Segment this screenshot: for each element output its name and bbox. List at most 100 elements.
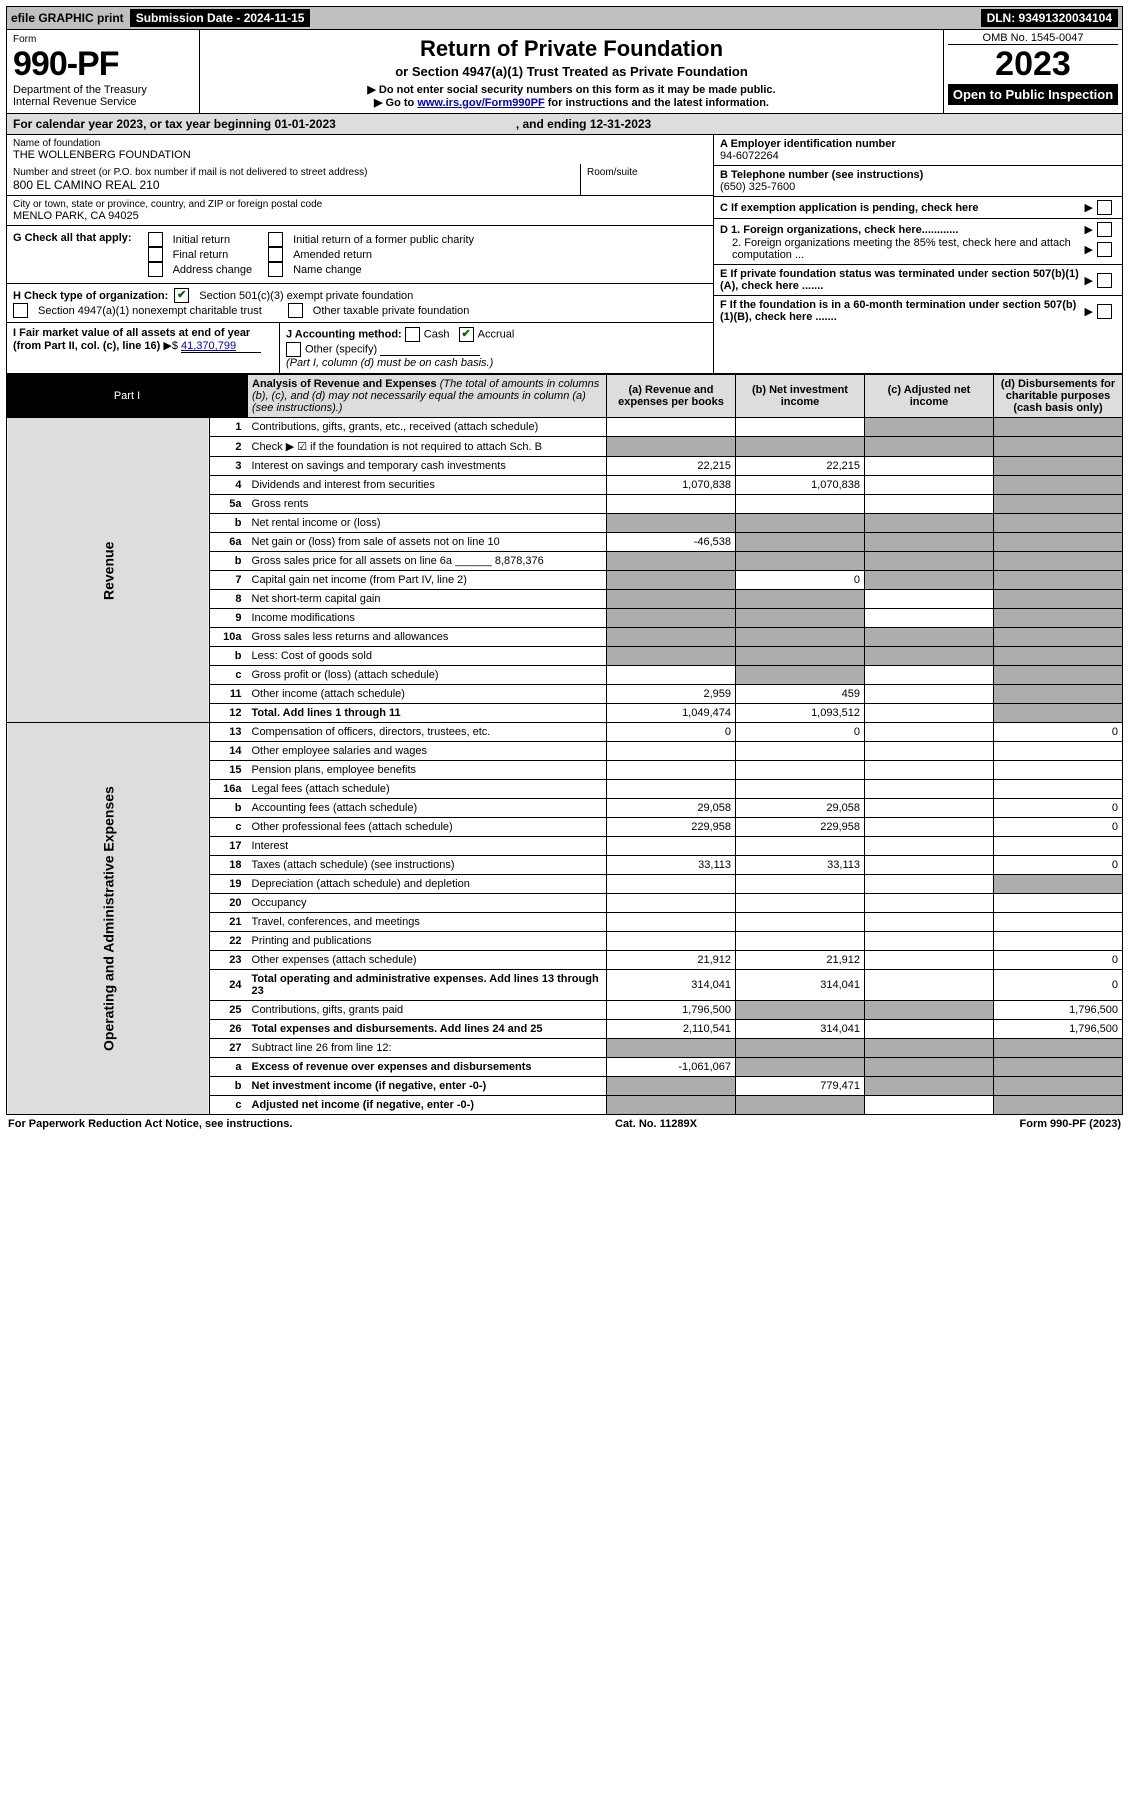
arrow-icon: ▶ bbox=[1085, 223, 1093, 236]
cb-other-method[interactable] bbox=[286, 342, 301, 357]
cell-value bbox=[994, 552, 1123, 571]
cb-accrual[interactable] bbox=[459, 327, 474, 342]
line-number: 26 bbox=[209, 1020, 248, 1039]
cell-value bbox=[736, 1058, 865, 1077]
cell-value: 314,041 bbox=[607, 970, 736, 1001]
cell-value bbox=[994, 837, 1123, 856]
cb-f[interactable] bbox=[1097, 304, 1112, 319]
ein-label: A Employer identification number bbox=[720, 138, 1116, 150]
cell-value bbox=[607, 590, 736, 609]
cb-initial-former[interactable] bbox=[268, 232, 283, 247]
cb-final[interactable] bbox=[148, 247, 163, 262]
cell-value bbox=[736, 495, 865, 514]
cell-value bbox=[736, 590, 865, 609]
page-footer: For Paperwork Reduction Act Notice, see … bbox=[6, 1115, 1123, 1133]
cell-value: 29,058 bbox=[736, 799, 865, 818]
phone-label: B Telephone number (see instructions) bbox=[720, 169, 1116, 181]
cell-value bbox=[607, 437, 736, 457]
cb-namechange[interactable] bbox=[268, 262, 283, 277]
efile-label[interactable]: efile GRAPHIC print bbox=[11, 11, 124, 25]
line-number: 6a bbox=[209, 533, 248, 552]
calendar-year-bar: For calendar year 2023, or tax year begi… bbox=[6, 114, 1123, 135]
cb-address[interactable] bbox=[148, 262, 163, 277]
cb-d1[interactable] bbox=[1097, 222, 1112, 237]
table-row: Operating and Administrative Expenses13C… bbox=[7, 723, 1123, 742]
line-description: Accounting fees (attach schedule) bbox=[248, 799, 607, 818]
line-number: b bbox=[209, 514, 248, 533]
arrow-icon: ▶ bbox=[1085, 201, 1093, 214]
line-number: 23 bbox=[209, 951, 248, 970]
line-number: c bbox=[209, 1096, 248, 1115]
col-d: (d) Disbursements for charitable purpose… bbox=[1001, 378, 1115, 414]
cb-501c3[interactable] bbox=[174, 288, 189, 303]
cb-initial[interactable] bbox=[148, 232, 163, 247]
note-post: for instructions and the latest informat… bbox=[545, 97, 769, 109]
line-number: b bbox=[209, 647, 248, 666]
cell-value: 0 bbox=[994, 799, 1123, 818]
cell-value bbox=[736, 837, 865, 856]
line-description: Total expenses and disbursements. Add li… bbox=[248, 1020, 607, 1039]
cell-value bbox=[994, 1039, 1123, 1058]
fmv-value[interactable]: 41,370,799 bbox=[181, 340, 261, 353]
form-title: Return of Private Foundation bbox=[208, 36, 935, 62]
opt-cash: Cash bbox=[424, 328, 450, 340]
cell-value bbox=[865, 742, 994, 761]
cell-value bbox=[607, 418, 736, 437]
footer-center: Cat. No. 11289X bbox=[615, 1118, 697, 1130]
opt-address: Address change bbox=[173, 264, 253, 276]
cell-value bbox=[865, 837, 994, 856]
line-description: Contributions, gifts, grants, etc., rece… bbox=[248, 418, 607, 437]
cell-value: 2,110,541 bbox=[607, 1020, 736, 1039]
cell-value bbox=[736, 742, 865, 761]
cell-value bbox=[607, 1039, 736, 1058]
cell-value: 21,912 bbox=[607, 951, 736, 970]
cell-value bbox=[994, 780, 1123, 799]
dept: Department of the Treasury bbox=[13, 84, 193, 96]
cell-value bbox=[865, 951, 994, 970]
line-description: Net investment income (if negative, ente… bbox=[248, 1077, 607, 1096]
cell-value bbox=[994, 666, 1123, 685]
cb-other-taxable[interactable] bbox=[288, 303, 303, 318]
form-subtitle: or Section 4947(a)(1) Trust Treated as P… bbox=[208, 64, 935, 79]
cb-c[interactable] bbox=[1097, 200, 1112, 215]
cell-value bbox=[607, 837, 736, 856]
cell-value bbox=[607, 495, 736, 514]
cell-value: 0 bbox=[994, 951, 1123, 970]
cell-value bbox=[736, 418, 865, 437]
cell-value bbox=[865, 1001, 994, 1020]
cell-value bbox=[736, 666, 865, 685]
cell-value bbox=[994, 590, 1123, 609]
cell-value bbox=[607, 875, 736, 894]
cell-value bbox=[736, 932, 865, 951]
cell-value bbox=[994, 685, 1123, 704]
cell-value: 229,958 bbox=[607, 818, 736, 837]
cell-value bbox=[994, 476, 1123, 495]
dln: DLN: 93491320034104 bbox=[981, 9, 1118, 27]
cell-value: 314,041 bbox=[736, 1020, 865, 1039]
line-description: Taxes (attach schedule) (see instruction… bbox=[248, 856, 607, 875]
cell-value: 0 bbox=[994, 818, 1123, 837]
cell-value bbox=[736, 552, 865, 571]
cb-4947[interactable] bbox=[13, 303, 28, 318]
entity-info: Name of foundation THE WOLLENBERG FOUNDA… bbox=[6, 135, 1123, 374]
cell-value bbox=[736, 628, 865, 647]
cell-value: 1,070,838 bbox=[736, 476, 865, 495]
cell-value bbox=[994, 628, 1123, 647]
line-number: b bbox=[209, 1077, 248, 1096]
cell-value bbox=[865, 1020, 994, 1039]
cell-value bbox=[865, 970, 994, 1001]
cb-e[interactable] bbox=[1097, 273, 1112, 288]
cell-value bbox=[607, 894, 736, 913]
line-number: 11 bbox=[209, 685, 248, 704]
cb-cash[interactable] bbox=[405, 327, 420, 342]
line-number: 20 bbox=[209, 894, 248, 913]
form990pf-link[interactable]: www.irs.gov/Form990PF bbox=[417, 97, 544, 109]
cell-value: 0 bbox=[736, 723, 865, 742]
line-description: Total operating and administrative expen… bbox=[248, 970, 607, 1001]
form-word: Form bbox=[13, 34, 193, 45]
cal-begin: For calendar year 2023, or tax year begi… bbox=[13, 117, 336, 131]
cell-value bbox=[607, 552, 736, 571]
cb-amended[interactable] bbox=[268, 247, 283, 262]
line-number: 27 bbox=[209, 1039, 248, 1058]
cb-d2[interactable] bbox=[1097, 242, 1112, 257]
